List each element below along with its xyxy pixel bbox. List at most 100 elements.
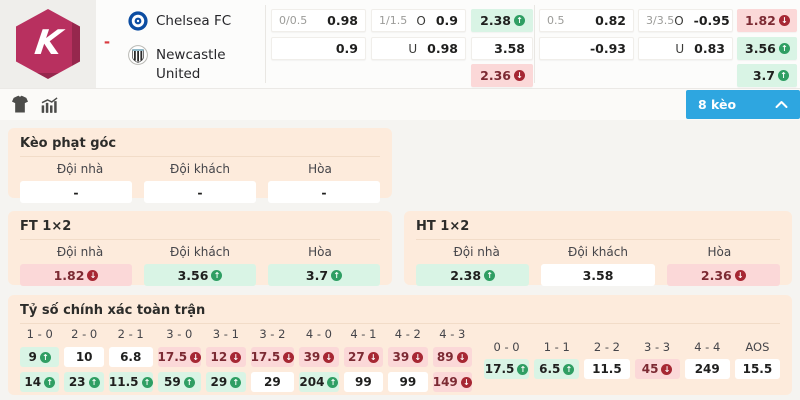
odds-cell[interactable]: 3.56 ↑: [737, 37, 797, 60]
odds-cell[interactable]: 12 ↓: [206, 347, 246, 367]
odds-cell[interactable]: 1.82 ↓: [737, 9, 797, 32]
odds-cell[interactable]: 14 ↑: [20, 372, 60, 392]
bookmaker-logo[interactable]: K: [0, 0, 96, 88]
odds-cell[interactable]: 3.7 ↑: [268, 264, 380, 286]
odds-value: -: [197, 184, 203, 200]
odds-value: 89: [436, 350, 454, 364]
odds-cell[interactable]: 6.5 ↑: [534, 359, 580, 379]
odds-cell[interactable]: 29: [250, 372, 295, 392]
odds-cell[interactable]: 0.9: [271, 37, 366, 60]
odds-cell[interactable]: 59 ↑: [157, 372, 202, 392]
odds-cell[interactable]: 9 ↑: [20, 347, 60, 367]
odds-cell[interactable]: 99: [343, 372, 384, 392]
score-column-header: 4 - 1: [350, 327, 377, 341]
odds-value: 29: [264, 375, 281, 389]
odds-cell[interactable]: 29 ↑: [206, 372, 246, 392]
odds-cell[interactable]: -: [144, 181, 256, 203]
odds-cell[interactable]: 17.5 ↓: [157, 347, 202, 367]
over-under-label: U: [408, 41, 418, 56]
odds-cell[interactable]: 2.38 ↑: [471, 9, 533, 32]
score-column-header: AOS: [745, 340, 770, 354]
odds-cell[interactable]: -0.93: [539, 37, 634, 60]
odds-cell[interactable]: 11.5: [584, 359, 630, 379]
odds-cell[interactable]: 3.58: [471, 37, 533, 60]
ht-1x2-cells: 2.38 ↑ 3.58 2.36 ↓: [416, 264, 780, 286]
odds-cell[interactable]: 3.7 ↑: [737, 64, 797, 87]
odds-cell[interactable]: 0.5 0.82: [539, 9, 634, 32]
odds-cell[interactable]: -: [20, 181, 132, 203]
odds-cell[interactable]: 39 ↓: [388, 347, 428, 367]
odds-cell[interactable]: 3/3.5 O -0.95: [638, 9, 733, 32]
odds-cell[interactable]: 23 ↑: [64, 372, 104, 392]
odds-value: -0.93: [589, 41, 626, 56]
away-header: Đội khách: [170, 162, 230, 176]
odds-cell[interactable]: 149 ↓: [432, 372, 472, 392]
odds-cell[interactable]: 2.36 ↓: [471, 64, 533, 87]
odds-cell[interactable]: -: [268, 181, 380, 203]
score-column-header: 4 - 2: [394, 327, 421, 341]
trend-up-icon: ↑: [44, 376, 56, 388]
over-under-label: O: [416, 13, 426, 28]
logo-letter: K: [32, 23, 65, 63]
trend-down-icon: ↓: [412, 351, 424, 363]
odds-cell[interactable]: 6.8: [108, 347, 153, 367]
away-team-row[interactable]: Newcastle United: [128, 44, 262, 85]
odds-value: 0.82: [595, 13, 626, 28]
odds-cell[interactable]: 0/0.5 0.98: [271, 9, 366, 32]
home-team-row[interactable]: Chelsea FC: [128, 11, 262, 32]
odds-cell[interactable]: 17.5 ↓: [250, 347, 295, 367]
trend-down-icon: ↓: [778, 15, 790, 26]
trend-up-icon: ↑: [563, 363, 575, 375]
trend-up-icon: ↑: [39, 351, 51, 363]
odds-cell[interactable]: 17.5 ↑: [484, 359, 530, 379]
score-column-header: 1 - 0: [26, 327, 53, 341]
odds-cell[interactable]: 39 ↓: [299, 347, 339, 367]
trend-down-icon: ↓: [87, 269, 99, 281]
odds-cell[interactable]: 89 ↓: [432, 347, 472, 367]
trend-up-icon: ↑: [514, 15, 525, 26]
odds-cell[interactable]: U 0.98: [371, 37, 466, 60]
odds-cell[interactable]: 249: [684, 359, 730, 379]
odds-value: 39: [392, 350, 410, 364]
column-divider: [534, 5, 535, 83]
odds-cell[interactable]: U 0.83: [638, 37, 733, 60]
trend-up-icon: ↑: [183, 376, 195, 388]
stats-icon[interactable]: [40, 95, 60, 114]
handicap-label: 0.5: [547, 14, 565, 27]
odds-value: -: [73, 184, 79, 200]
away-header: Đội khách: [568, 245, 628, 259]
odds-cell[interactable]: 3.56 ↑: [144, 264, 256, 286]
odds-cell[interactable]: 2.38 ↑: [416, 264, 530, 286]
odds-cell[interactable]: 3.58: [541, 264, 655, 286]
odds-cell[interactable]: 15.5: [734, 359, 780, 379]
odds-cell[interactable]: 2.36 ↓: [666, 264, 780, 286]
odds-value: 0.98: [427, 41, 458, 56]
trend-down-icon: ↓: [661, 363, 673, 375]
away-team-name: Newcastle United: [156, 46, 226, 83]
odds-value: 3.7: [752, 68, 775, 83]
odds-cell[interactable]: 10: [64, 347, 104, 367]
column-divider: [265, 5, 266, 83]
odds-cell[interactable]: 99: [388, 372, 428, 392]
trend-down-icon: ↓: [734, 269, 746, 281]
score-column-header: 2 - 0: [71, 327, 98, 341]
odds-value: 3.56: [745, 41, 776, 56]
odds-value: 2.36: [480, 68, 511, 83]
score-column-header: 2 - 2: [593, 340, 620, 354]
markets-count-button[interactable]: 8 kèo: [686, 90, 800, 119]
jersey-icon[interactable]: [10, 95, 30, 114]
ft-1x2-card: FT 1×2 Đội nhà Đội khách Hòa 1.82 ↓ 3.56 ↑ 3…: [8, 211, 392, 286]
trend-up-icon: ↑: [230, 376, 242, 388]
odds-cell[interactable]: 11.5 ↑: [108, 372, 153, 392]
chelsea-badge-icon: [128, 11, 148, 31]
trend-up-icon: ↑: [778, 43, 790, 54]
odds-cell[interactable]: 27 ↓: [343, 347, 384, 367]
odds-cell[interactable]: 204 ↑: [299, 372, 339, 392]
draw-header: Hòa: [308, 245, 332, 259]
odds-cell[interactable]: 1/1.5 O 0.9: [371, 9, 466, 32]
score-column-header: 3 - 2: [259, 327, 286, 341]
odds-value: 2.38: [480, 13, 511, 28]
odds-cell[interactable]: 45 ↓: [634, 359, 680, 379]
odds-value: 149: [432, 375, 458, 389]
odds-cell[interactable]: 1.82 ↓: [20, 264, 132, 286]
